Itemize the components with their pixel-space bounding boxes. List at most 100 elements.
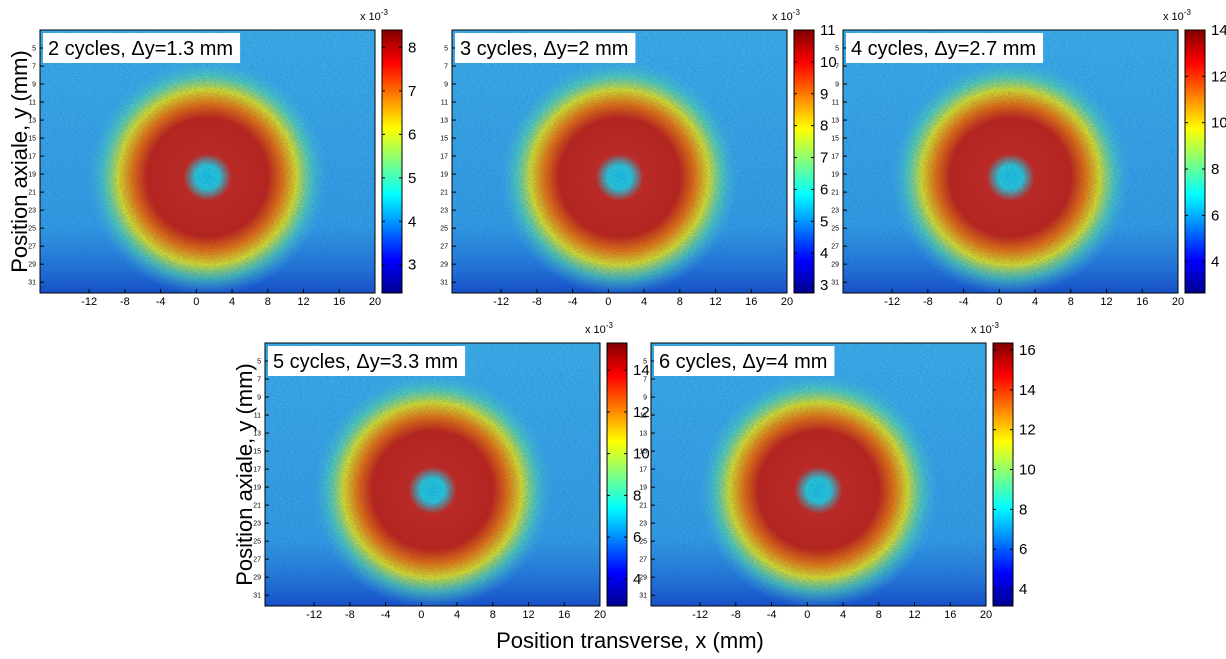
x-tick-label: 8 [490, 609, 496, 621]
colorbar [793, 29, 815, 294]
colorbar-tick-label: 12 [1211, 68, 1226, 85]
y-tick-label: 27 [253, 557, 261, 564]
panel: -12 -8 -4 0 4 8 12 16 20 5 7 9 11 13 15 17 19 21 23 25 27 29 3… [831, 8, 1226, 308]
colorbar-tick-label: 14 [633, 362, 650, 379]
y-tick-label: 19 [440, 172, 448, 179]
x-tick-label: 0 [418, 609, 424, 621]
y-tick-label: 17 [440, 154, 448, 161]
x-tick-label: -12 [884, 296, 900, 308]
y-tick-label: 19 [831, 172, 839, 179]
panel-title: 5 cycles, Δy=3.3 mm [273, 351, 458, 373]
x-tick-label: -4 [959, 296, 969, 308]
colorbar-tick-label: 8 [1211, 161, 1219, 178]
colorbar-tick-label: 8 [820, 118, 828, 135]
x-tick-label: 12 [709, 296, 721, 308]
colorbar [606, 342, 628, 607]
colorbar [1184, 29, 1206, 294]
y-tick-label: 25 [831, 226, 839, 233]
colorbar-tick-label: 11 [820, 22, 836, 39]
y-tick-label: 19 [639, 485, 647, 492]
x-tick-label: 20 [369, 296, 381, 308]
heatmap-noise [651, 343, 986, 606]
x-tick-label: 4 [840, 609, 846, 621]
x-tick-label: -4 [381, 609, 391, 621]
heatmap-image [651, 343, 986, 606]
heatmap-noise [843, 30, 1178, 293]
y-tick-label: 27 [831, 244, 839, 251]
colorbar [381, 29, 403, 294]
y-tick-label: 15 [831, 136, 839, 143]
multiplier-exponent: -3 [606, 321, 614, 330]
y-tick-label: 27 [28, 244, 36, 251]
y-tick-label: 23 [440, 208, 448, 215]
colorbar-tick-label: 3 [820, 277, 828, 294]
colorbar-tick-label: 5 [408, 170, 416, 187]
y-axis-label: Position axiale, y (mm) [232, 363, 257, 586]
colorbar-tick-label: 10 [1211, 115, 1226, 132]
x-tick-label: 12 [1100, 296, 1112, 308]
x-tick-label: -8 [923, 296, 933, 308]
y-tick-label: 7 [643, 377, 647, 384]
y-tick-label: 13 [831, 118, 839, 125]
axes-box [39, 29, 376, 294]
y-tick-label: 5 [643, 359, 647, 366]
x-axis-label: Position transverse, x (mm) [496, 628, 764, 653]
y-tick-label: 5 [32, 46, 36, 53]
title-box [455, 33, 636, 63]
x-tick-label: 0 [804, 609, 810, 621]
colorbar-tick-label: 4 [1019, 581, 1027, 598]
colorbar [992, 342, 1014, 607]
colorbar-tick-label: 16 [1019, 342, 1036, 359]
y-tick-label: 23 [639, 521, 647, 528]
y-tick-label: 25 [253, 539, 261, 546]
y-tick-label: 29 [253, 575, 261, 582]
y-tick-label: 21 [440, 190, 448, 197]
colorbar-tick-label: 6 [633, 529, 641, 546]
colorbar-multiplier: x 10-3 [585, 321, 613, 336]
y-tick-label: 27 [639, 557, 647, 564]
colorbar-tick-label: 4 [408, 213, 416, 230]
y-tick-label: 21 [253, 503, 261, 510]
colorbar-tick-label: 6 [408, 126, 416, 143]
x-tick-label: -8 [532, 296, 542, 308]
x-tick-label: 4 [454, 609, 460, 621]
x-tick-label: 16 [333, 296, 345, 308]
x-tick-label: 16 [944, 609, 956, 621]
y-tick-label: 11 [254, 413, 261, 420]
colorbar-tick-label: 8 [408, 39, 416, 56]
panel-title: 4 cycles, Δy=2.7 mm [851, 38, 1036, 60]
title-box [846, 33, 1044, 63]
x-tick-label: 0 [193, 296, 199, 308]
multiplier-exponent: -3 [793, 8, 801, 17]
x-tick-label: 8 [677, 296, 683, 308]
heatmap-image [40, 30, 375, 293]
x-tick-label: -8 [120, 296, 130, 308]
y-tick-label: 15 [639, 449, 647, 456]
title-box [43, 33, 241, 63]
title-box [654, 346, 835, 376]
x-tick-label: 20 [980, 609, 992, 621]
colorbar-tick-label: 9 [820, 86, 828, 103]
y-tick-label: 11 [640, 413, 647, 420]
y-tick-label: 23 [28, 208, 36, 215]
colorbar-tick-label: 7 [820, 150, 828, 167]
x-tick-label: 8 [265, 296, 271, 308]
panel-title: 2 cycles, Δy=1.3 mm [48, 38, 233, 60]
colorbar-tick-label: 10 [1019, 462, 1036, 479]
multiplier-base: x 10 [1163, 11, 1184, 23]
y-tick-label: 23 [253, 521, 261, 528]
x-tick-label: -12 [306, 609, 322, 621]
panel-title: 3 cycles, Δy=2 mm [460, 38, 628, 60]
colorbar-tick-label: 6 [820, 181, 828, 198]
x-tick-label: -4 [568, 296, 578, 308]
multiplier-base: x 10 [772, 11, 793, 23]
x-tick-label: 16 [1136, 296, 1148, 308]
y-tick-label: 7 [257, 377, 261, 384]
y-tick-label: 25 [639, 539, 647, 546]
heatmap-noise [265, 343, 600, 606]
y-tick-label: 9 [643, 395, 647, 402]
panel-title: 6 cycles, Δy=4 mm [659, 351, 827, 373]
colorbar-multiplier: x 10-3 [971, 321, 999, 336]
y-tick-label: 13 [253, 431, 261, 438]
colorbar-tick-label: 12 [1019, 422, 1036, 439]
